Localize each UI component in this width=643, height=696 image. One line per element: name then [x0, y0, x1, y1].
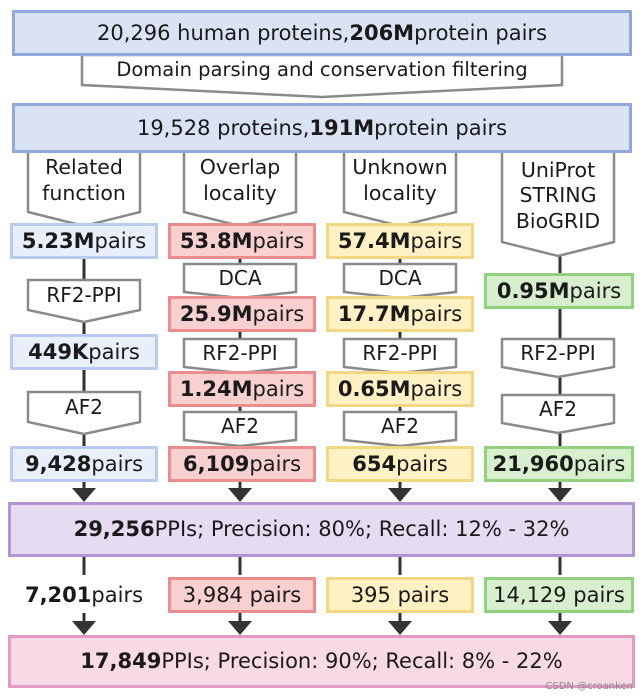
col2-arrow-to-combined-2 [228, 621, 252, 635]
input-pairs-suffix: protein pairs [414, 20, 548, 45]
col1-count-2: 449K pairs [10, 334, 158, 370]
input-proteins-prefix: 20,296 human proteins, [96, 20, 350, 45]
source-unknown-locality: Unknown locality [352, 155, 448, 205]
combined-1-count: 29,256 [73, 517, 155, 542]
col2-step-dca-shape [182, 262, 298, 300]
col1-step-af2: AF2 [65, 394, 103, 419]
col3-count-1: 57.4M pairs [326, 223, 474, 259]
col3-step-af2-shape [342, 410, 458, 448]
final-count-col3: 395 pairs [326, 577, 474, 613]
combined-result-2: 17,849 PPIs; Precision: 90%; Recall: 8% … [8, 635, 635, 688]
col4-arrow-to-combined-1 [548, 488, 572, 502]
col1-step-af2-shape [26, 390, 142, 436]
combined-1-metrics: PPIs; Precision: 80%; Recall: 12% - 32% [154, 517, 570, 542]
watermark: CSDN @croanken [545, 681, 633, 692]
col2-count-2: 25.9M pairs [168, 296, 316, 332]
col2-arrow-to-combined-1 [228, 488, 252, 502]
arrowheads [72, 488, 572, 635]
col2-step-dca: DCA [218, 265, 262, 290]
col4-step-rf2ppi-shape [500, 337, 616, 379]
col2-count-1: 53.8M pairs [168, 223, 316, 259]
input-proteins-band: 20,296 human proteins, 206M protein pair… [12, 10, 632, 56]
col3-count-2: 17.7M pairs [326, 296, 474, 332]
col2-count-3: 1.24M pairs [168, 371, 316, 407]
col1-count-3: 9,428 pairs [10, 446, 158, 482]
combined-result-1: 29,256 PPIs; Precision: 80%; Recall: 12%… [8, 502, 635, 557]
final-count-col2: 3,984 pairs [168, 577, 316, 613]
parsing-step-label: Domain parsing and conservation filterin… [116, 57, 528, 81]
step-shapes [26, 53, 616, 448]
col4-count-1: 0.95M pairs [484, 273, 634, 309]
col4-step-af2: AF2 [539, 396, 577, 421]
col1-arrow-to-combined-2 [72, 621, 96, 635]
input-pairs-count: 206M [349, 20, 415, 45]
col4-count-2: 21,960 pairs [484, 446, 634, 482]
col3-count-4: 654 pairs [326, 446, 474, 482]
col3-step-dca: DCA [378, 265, 422, 290]
source-databases: UniProt STRING BioGRID [515, 157, 601, 233]
col3-step-rf2ppi-shape [342, 337, 458, 375]
col2-step-af2-shape [182, 410, 298, 448]
col3-step-dca-shape [342, 262, 458, 300]
col2-step-rf2ppi: RF2-PPI [202, 340, 278, 365]
filtered-prefix: 19,528 proteins, [136, 115, 310, 140]
final-count-col1: 7,201 pairs [10, 577, 158, 613]
combined-2-count: 17,849 [80, 649, 162, 674]
col2-count-4: 6,109 pairs [168, 446, 316, 482]
col1-arrow-to-combined-1 [72, 488, 96, 502]
col1-count-1: 5.23M pairs [10, 223, 158, 259]
final-count-col4: 14,129 pairs [484, 577, 634, 613]
col3-arrow-to-combined-1 [388, 488, 412, 502]
col1-step-rf2ppi-shape [26, 278, 142, 324]
filtered-proteins-band: 19,528 proteins, 191M protein pairs [12, 103, 632, 153]
col2-step-rf2ppi-shape [182, 337, 298, 375]
col3-step-rf2ppi: RF2-PPI [362, 340, 438, 365]
filtered-suffix: protein pairs [374, 115, 508, 140]
col3-count-3: 0.65M pairs [326, 371, 474, 407]
col4-arrow-to-combined-2 [548, 621, 572, 635]
source-overlap-locality: Overlap locality [199, 155, 281, 205]
col4-step-rf2ppi: RF2-PPI [520, 340, 596, 365]
col4-step-af2-shape [500, 393, 616, 435]
col1-step-rf2ppi: RF2-PPI [46, 282, 122, 307]
col2-step-af2: AF2 [221, 413, 259, 438]
col3-arrow-to-combined-2 [388, 621, 412, 635]
combined-2-metrics: PPIs; Precision: 90%; Recall: 8% - 22% [161, 649, 563, 674]
source-related-function: Related function [42, 155, 126, 205]
connector-lines [82, 205, 562, 632]
filtered-pairs-count: 191M [309, 115, 375, 140]
col3-step-af2: AF2 [381, 413, 419, 438]
